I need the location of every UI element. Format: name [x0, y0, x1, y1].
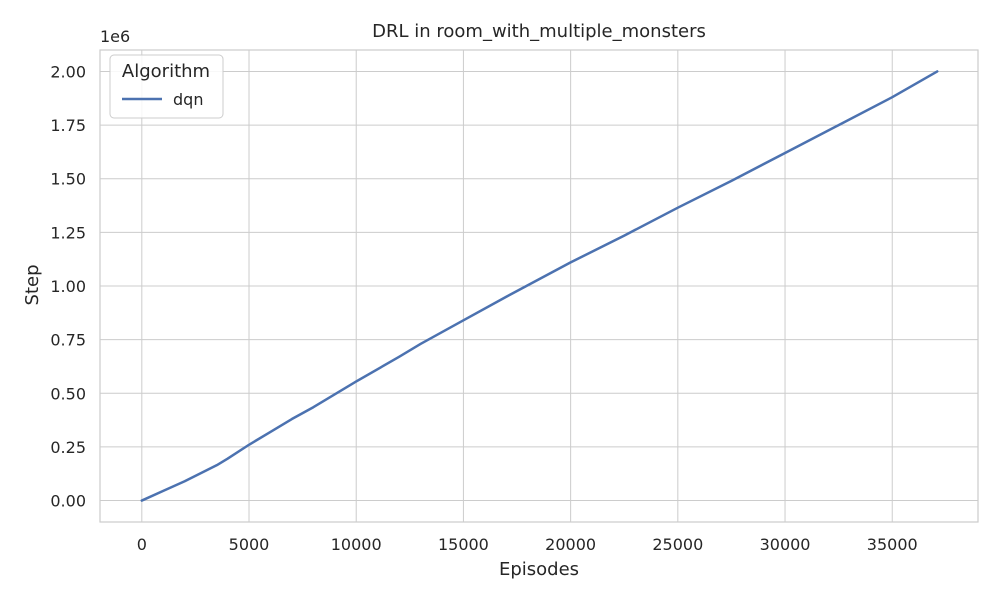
y-tick-label: 0.25 [50, 438, 86, 457]
chart-title: DRL in room_with_multiple_monsters [372, 21, 706, 42]
x-tick-label: 10000 [331, 535, 382, 554]
x-tick-label: 35000 [867, 535, 918, 554]
legend-box [109, 54, 224, 119]
x-tick-label: 0 [137, 535, 147, 554]
y-tick-label: 0.75 [50, 331, 86, 350]
y-axis-label: Step [22, 265, 43, 306]
x-axis-label: Episodes [499, 559, 579, 580]
y-tick-label: 1.75 [50, 116, 86, 135]
x-tick-label: 5000 [229, 535, 270, 554]
y-tick-label: 1.50 [50, 170, 86, 189]
plot-frame [99, 49, 979, 523]
series-line-dqn [140, 70, 939, 502]
x-tick-label: 15000 [438, 535, 489, 554]
legend-label-dqn: dqn [173, 90, 203, 109]
legend-title: Algorithm [122, 61, 210, 82]
x-tick-label: 30000 [760, 535, 811, 554]
y-tick-label: 2.00 [50, 62, 86, 81]
y-tick-label: 1.00 [50, 277, 86, 296]
x-tick-label: 20000 [545, 535, 596, 554]
y-tick-label: 0.00 [50, 492, 86, 511]
y-offset-label: 1e6 [100, 27, 130, 46]
x-tick-label: 25000 [652, 535, 703, 554]
legend: Algorithm dqn [109, 54, 224, 119]
grid [100, 50, 978, 522]
series-layer [140, 70, 939, 502]
y-tick-label: 1.25 [50, 223, 86, 242]
y-tick-labels: 0.00 0.25 0.50 0.75 1.00 1.25 1.50 1.75 2.00 [50, 62, 86, 510]
x-tick-labels: 0 5000 10000 15000 20000 25000 30000 35000 [137, 535, 918, 554]
y-tick-label: 0.50 [50, 384, 86, 403]
